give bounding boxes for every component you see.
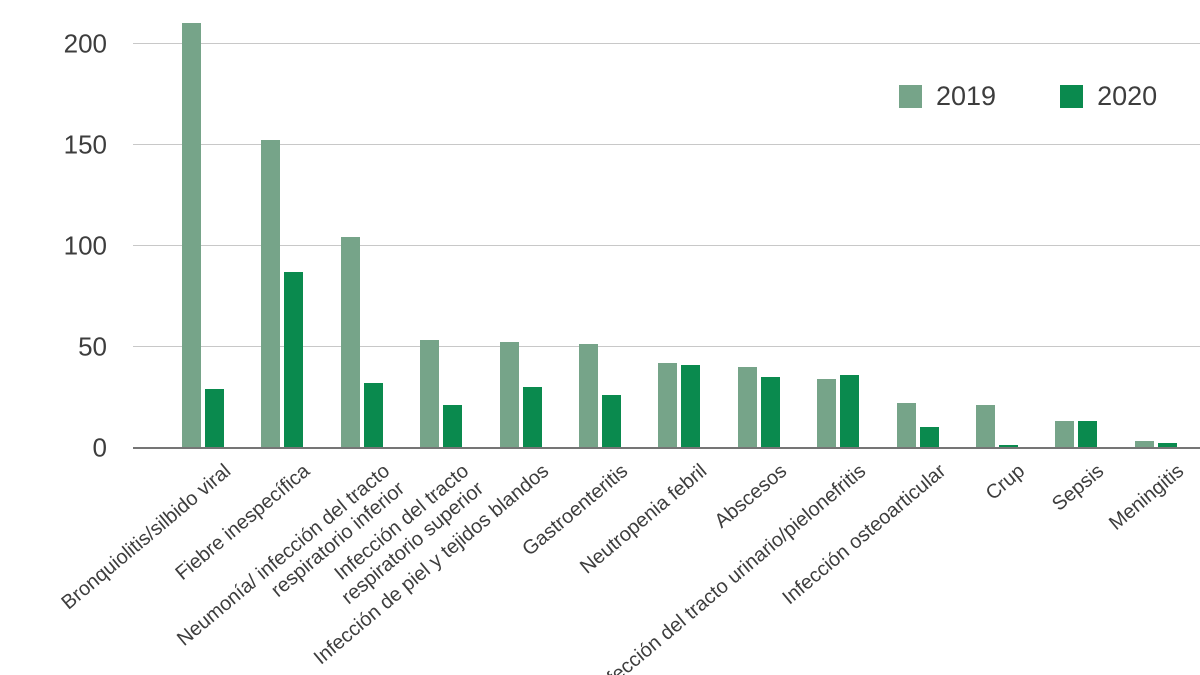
bar-2019-category-7 bbox=[658, 362, 678, 448]
legend: 2019 2020 bbox=[899, 83, 1157, 110]
bar-2020-category-12 bbox=[1078, 421, 1098, 448]
bar-2020-category-3 bbox=[363, 382, 383, 448]
bar-2020-category-7 bbox=[681, 364, 701, 448]
bar-2019-category-1 bbox=[182, 23, 201, 448]
bar-2019-category-5 bbox=[499, 342, 519, 448]
bar-2019-category-8 bbox=[737, 366, 757, 448]
legend-swatch-2019 bbox=[899, 85, 922, 108]
legend-item-2020: 2020 bbox=[1060, 83, 1157, 110]
bar-2019-category-9 bbox=[817, 378, 837, 448]
gridline-50 bbox=[133, 345, 1200, 347]
legend-label-2020: 2020 bbox=[1097, 81, 1158, 111]
bar-2019-category-2 bbox=[261, 140, 281, 448]
bar-2020-category-11 bbox=[999, 445, 1018, 448]
legend-item-2019: 2019 bbox=[899, 83, 996, 110]
bar-2020-category-9 bbox=[840, 374, 860, 448]
y-tick-label-50: 50 bbox=[78, 330, 107, 361]
y-tick-label-150: 150 bbox=[63, 128, 107, 159]
gridline-150 bbox=[133, 143, 1200, 145]
y-tick-label-0: 0 bbox=[92, 431, 107, 462]
gridline-100 bbox=[133, 244, 1200, 246]
bar-2020-category-2 bbox=[284, 271, 304, 448]
y-tick-label-100: 100 bbox=[63, 229, 107, 260]
bar-2019-category-3 bbox=[340, 237, 360, 448]
bar-2020-category-4 bbox=[443, 405, 463, 448]
legend-swatch-2020 bbox=[1060, 85, 1084, 108]
legend-label-2019: 2019 bbox=[936, 81, 997, 111]
bar-2020-category-1 bbox=[205, 388, 224, 448]
y-tick-label-200: 200 bbox=[63, 27, 107, 58]
bar-2019-category-6 bbox=[579, 344, 598, 448]
bar-2020-category-6 bbox=[602, 394, 621, 448]
bar-2020-category-10 bbox=[919, 427, 939, 448]
bar-2020-category-13 bbox=[1157, 443, 1177, 448]
gridline-200 bbox=[133, 42, 1200, 44]
bar-2019-category-10 bbox=[896, 403, 916, 448]
bar-2019-category-4 bbox=[420, 340, 440, 448]
bar-2020-category-8 bbox=[760, 376, 780, 448]
bar-2020-category-5 bbox=[522, 386, 542, 448]
bar-2019-category-11 bbox=[976, 405, 995, 448]
x-axis-line bbox=[133, 446, 1200, 449]
bar-2019-category-13 bbox=[1134, 441, 1154, 448]
bar-2019-category-12 bbox=[1055, 421, 1075, 448]
